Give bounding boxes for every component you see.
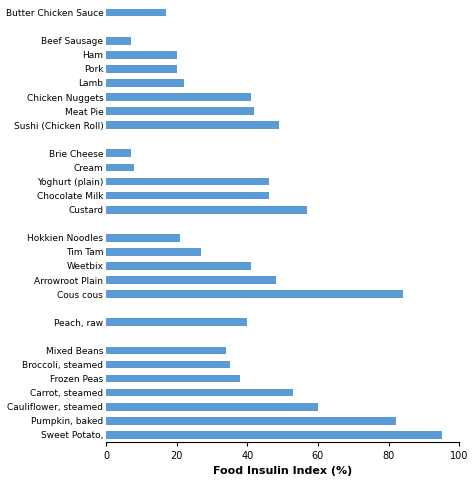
Bar — [106, 163, 134, 171]
Bar — [106, 248, 201, 256]
Bar — [106, 375, 240, 382]
Bar — [106, 79, 184, 87]
Bar — [106, 431, 442, 439]
Bar — [106, 149, 131, 157]
Bar — [106, 388, 293, 397]
Bar — [106, 276, 275, 284]
Bar — [106, 121, 279, 129]
Bar — [106, 290, 403, 298]
Bar — [106, 234, 180, 241]
X-axis label: Food Insulin Index (%): Food Insulin Index (%) — [213, 467, 352, 476]
Bar — [106, 37, 131, 45]
Bar — [106, 192, 269, 200]
Bar — [106, 262, 251, 270]
Bar — [106, 403, 318, 411]
Bar — [106, 318, 247, 326]
Bar — [106, 177, 269, 186]
Bar — [106, 361, 230, 368]
Bar — [106, 9, 166, 16]
Bar — [106, 65, 177, 73]
Bar — [106, 93, 251, 101]
Bar — [106, 417, 396, 425]
Bar — [106, 206, 308, 214]
Bar — [106, 347, 226, 354]
Bar — [106, 107, 255, 115]
Bar — [106, 51, 177, 59]
